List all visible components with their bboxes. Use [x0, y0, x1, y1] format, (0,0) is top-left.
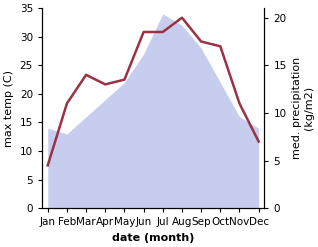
- X-axis label: date (month): date (month): [112, 233, 194, 243]
- Y-axis label: med. precipitation
(kg/m2): med. precipitation (kg/m2): [292, 57, 314, 159]
- Y-axis label: max temp (C): max temp (C): [4, 70, 14, 147]
